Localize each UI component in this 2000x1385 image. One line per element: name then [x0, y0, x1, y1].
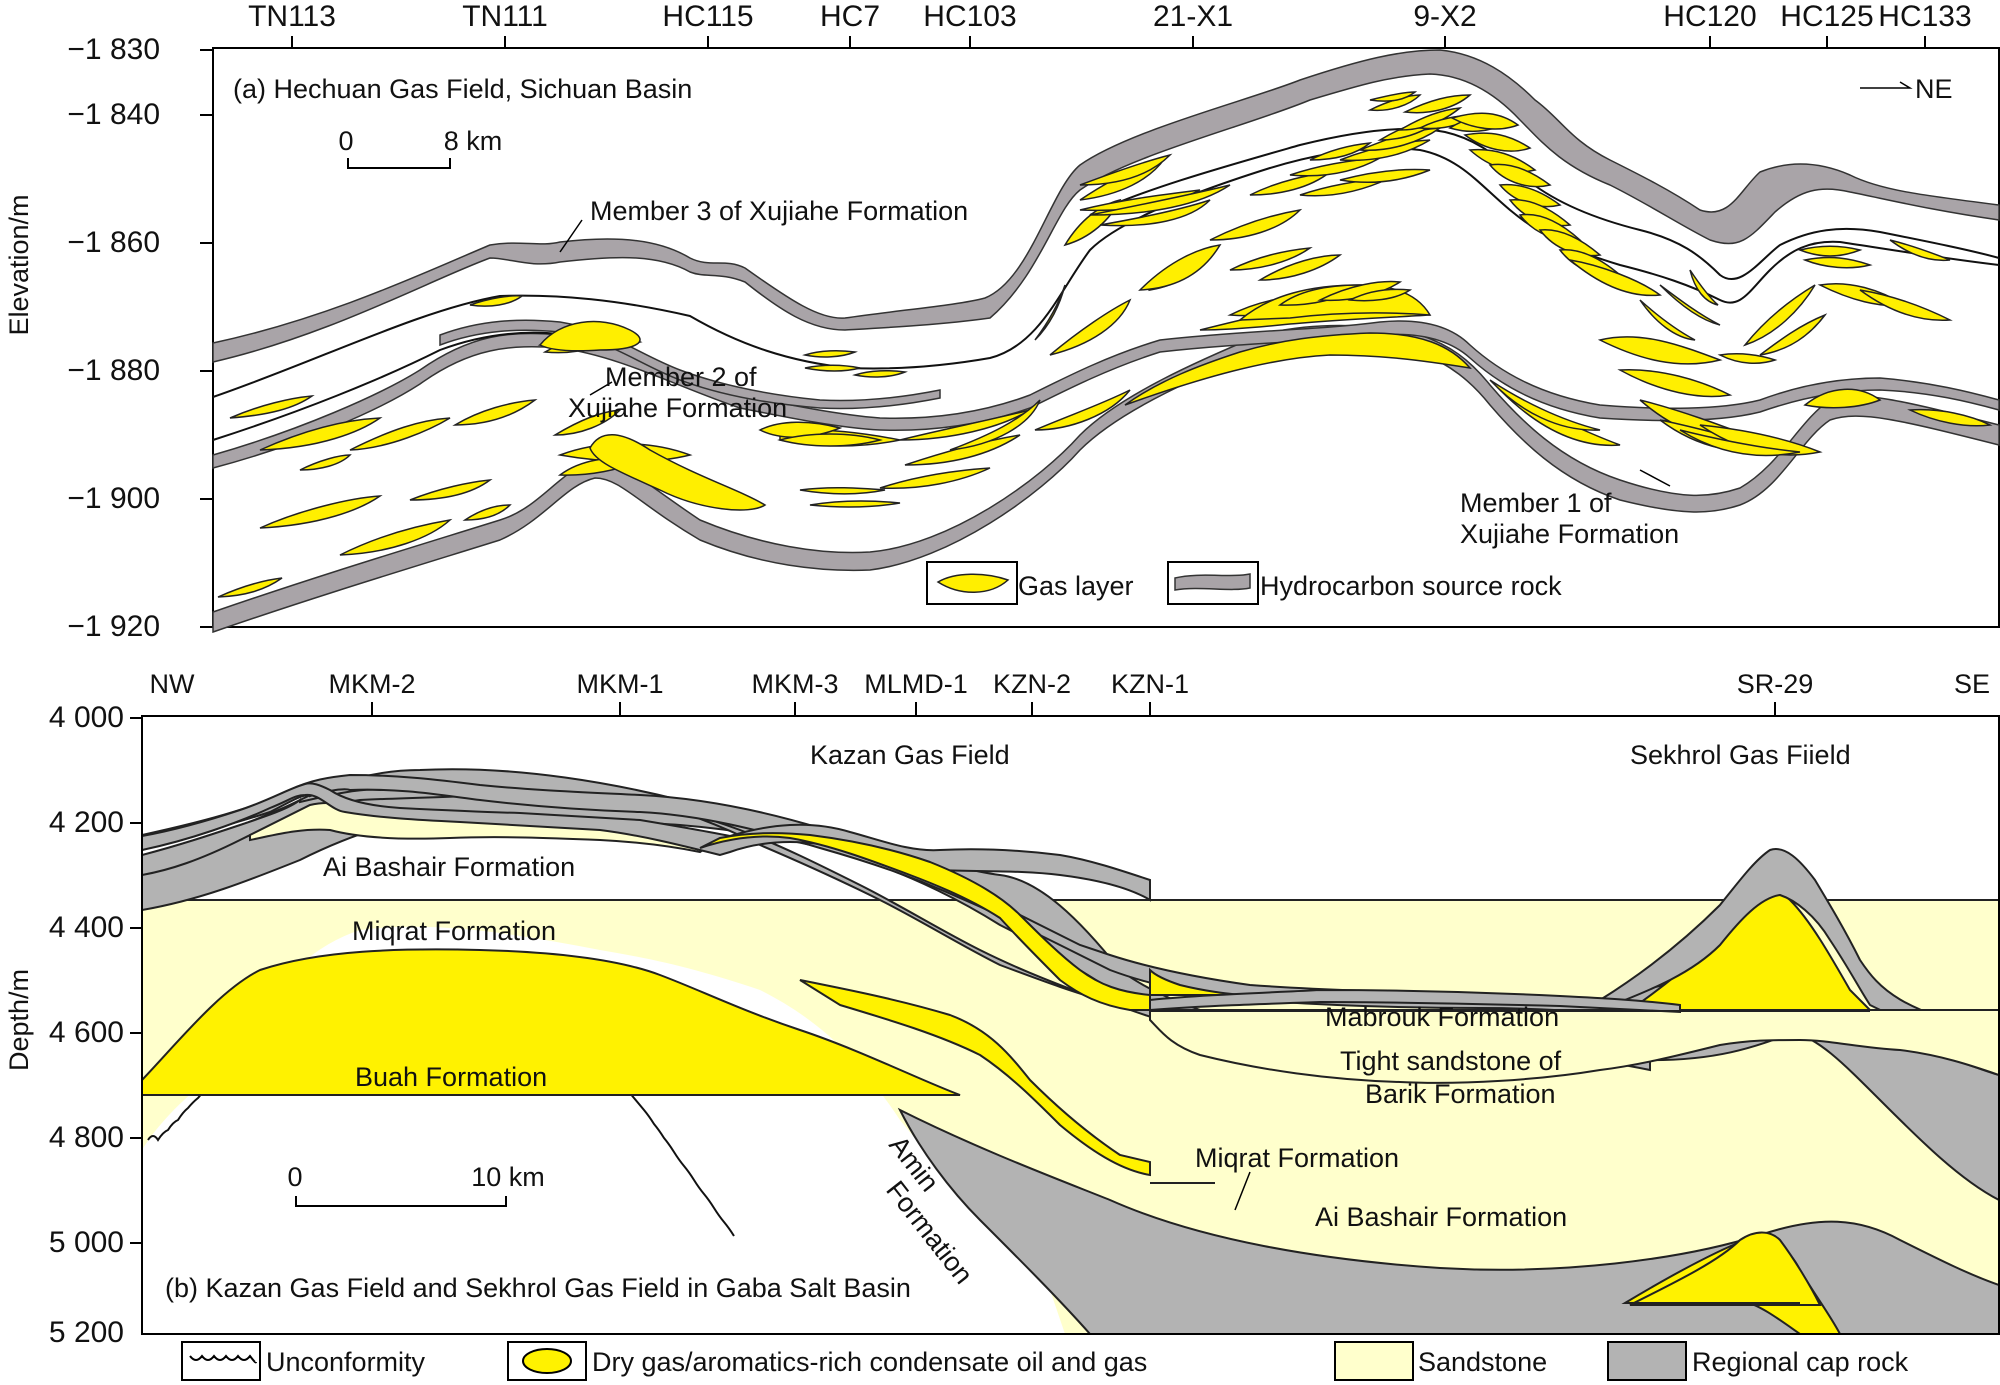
well-label: HC120: [1663, 0, 1756, 33]
direction-label: NE: [1915, 74, 1953, 104]
miqrat-bottom-label: Miqrat Formation: [1195, 1143, 1399, 1173]
scale-start: 0: [287, 1162, 302, 1192]
cap-rock-legend-box: [1607, 1341, 1687, 1381]
well-label: HC133: [1878, 0, 1971, 33]
y-tick-label: 4 000: [49, 701, 124, 734]
buah-label: Buah Formation: [355, 1062, 547, 1092]
cap-rock-layer: [212, 49, 2000, 363]
well-label: MKM-3: [752, 669, 839, 699]
y-tick-label: −1 880: [67, 354, 160, 387]
cap-rock-layer: [212, 320, 2000, 469]
panel-a-title: (a) Hechuan Gas Field, Sichuan Basin: [233, 74, 692, 104]
top-y-axis-label: Elevation/m: [4, 194, 34, 335]
bottom-y-tick-marks: [130, 717, 142, 1244]
well-label: TN111: [462, 0, 548, 33]
y-tick-label: −1 830: [67, 33, 160, 66]
bottom-y-ticks: 4 000 4 200 4 400 4 600 4 800 5 000 5 20…: [49, 701, 124, 1349]
y-tick-label: −1 840: [67, 98, 160, 131]
scale-end: 8 km: [444, 126, 503, 156]
ai-bashair-top-label: Ai Bashair Formation: [323, 852, 575, 882]
bottom-well-ticks: [371, 702, 1776, 716]
sandstone-legend-box: [1334, 1341, 1414, 1381]
y-tick-label: 4 800: [49, 1121, 124, 1154]
well-label: 21-X1: [1153, 0, 1233, 33]
bottom-legend: Unconformity Dry gas/aromatics-rich cond…: [181, 1341, 1909, 1381]
y-tick-label: −1 920: [67, 610, 160, 643]
top-well-labels: TN113 TN111 HC115 HC7 HC103 21-X1 9-X2 H…: [248, 0, 1972, 33]
miqrat-top-label: Miqrat Formation: [352, 916, 556, 946]
y-tick-label: −1 900: [67, 482, 160, 515]
well-label: HC7: [820, 0, 880, 33]
well-label: KZN-2: [993, 669, 1071, 699]
formation-boundary: [1089, 127, 2000, 281]
formation-boundary: [212, 331, 561, 441]
top-y-ticks: −1 830 −1 840 −1 860 −1 880 −1 900 −1 92…: [67, 33, 160, 643]
well-label: TN113: [248, 0, 336, 33]
bottom-well-labels: NW MKM-2 MKM-1 MKM-3 MLMD-1 KZN-2 KZN-1 …: [150, 669, 1991, 699]
well-label: HC125: [1780, 0, 1873, 33]
reservoir-region: [142, 948, 961, 1096]
cap-rock-region: [1599, 848, 1999, 1052]
cap-rock-region: [142, 782, 1151, 902]
legend-unconformity: Unconformity: [266, 1347, 426, 1377]
bottom-section: [142, 768, 1999, 1334]
well-label: KZN-1: [1111, 669, 1189, 699]
legend-source-rock: Hydrocarbon source rock: [1260, 571, 1562, 601]
legend-sandstone: Sandstone: [1418, 1347, 1547, 1377]
y-tick-label: −1 860: [67, 226, 160, 259]
gas-lenses: [217, 91, 1993, 598]
scale-end: 10 km: [471, 1162, 545, 1192]
y-tick-label: 4 400: [49, 911, 124, 944]
panel-b-title: (b) Kazan Gas Field and Sekhrol Gas Fiel…: [165, 1273, 911, 1303]
reservoir-region: [1629, 1231, 1822, 1306]
well-label: HC103: [923, 0, 1016, 33]
y-tick-label: 5 200: [49, 1316, 124, 1349]
panel-a: TN113 TN111 HC115 HC7 HC103 21-X1 9-X2 H…: [4, 0, 2000, 643]
reservoir-region: [799, 979, 1151, 1177]
well-label: MKM-2: [329, 669, 416, 699]
well-label: HC115: [662, 0, 753, 33]
y-tick-label: 4 600: [49, 1016, 124, 1049]
bottom-y-axis-label: Depth/m: [4, 969, 34, 1071]
well-label: MLMD-1: [864, 669, 968, 699]
unconformity-legend-box: [181, 1341, 261, 1381]
well-label: MKM-1: [577, 669, 664, 699]
well-label: SR-29: [1737, 669, 1814, 699]
cap-rock-layer: [212, 324, 2000, 634]
top-scale-bar: 0 8 km: [338, 126, 503, 169]
member1-label-1: Member 1 of: [1460, 488, 1612, 518]
mabrouk-label: Mabrouk Formation: [1325, 1002, 1559, 1032]
scale-start: 0: [338, 126, 353, 156]
well-label: SE: [1954, 669, 1990, 699]
top-well-ticks: [291, 36, 1926, 48]
member3-label: Member 3 of Xujiahe Formation: [590, 196, 968, 226]
well-label: NW: [150, 669, 195, 699]
sekhrol-field-label: Sekhrol Gas Fiield: [1630, 740, 1851, 770]
legend-gas-layer: Gas layer: [1018, 571, 1134, 601]
y-tick-label: 4 200: [49, 806, 124, 839]
member2-label-1: Member 2 of: [605, 362, 757, 392]
top-legend: Gas layer Hydrocarbon source rock: [926, 561, 1562, 605]
barik-label-2: Barik Formation: [1365, 1079, 1556, 1109]
bottom-scale-bar: 0 10 km: [287, 1162, 545, 1207]
top-section: [212, 49, 2000, 634]
member1-label-2: Xujiahe Formation: [1460, 519, 1679, 549]
ai-bashair-bottom-label: Ai Bashair Formation: [1315, 1202, 1567, 1232]
panel-b: NW MKM-2 MKM-1 MKM-3 MLMD-1 KZN-2 KZN-1 …: [4, 669, 2000, 1381]
y-tick-label: 5 000: [49, 1226, 124, 1259]
top-y-tick-marks: [200, 49, 213, 628]
barik-label-1: Tight sandstone of: [1340, 1046, 1562, 1076]
legend-dry-gas: Dry gas/aromatics-rich condensate oil an…: [592, 1347, 1147, 1377]
kazan-field-label: Kazan Gas Field: [810, 740, 1010, 770]
bottom-frame: [141, 715, 2000, 1335]
north-east-arrow: NE: [1860, 74, 1953, 104]
legend-cap-rock: Regional cap rock: [1692, 1347, 1909, 1377]
well-label: 9-X2: [1413, 0, 1476, 33]
member2-label-2: Xujiahe Formation: [568, 393, 787, 423]
top-frame: [212, 47, 2000, 628]
sandstone-region: [1149, 1009, 1999, 1084]
formation-boundary: [212, 147, 2000, 398]
